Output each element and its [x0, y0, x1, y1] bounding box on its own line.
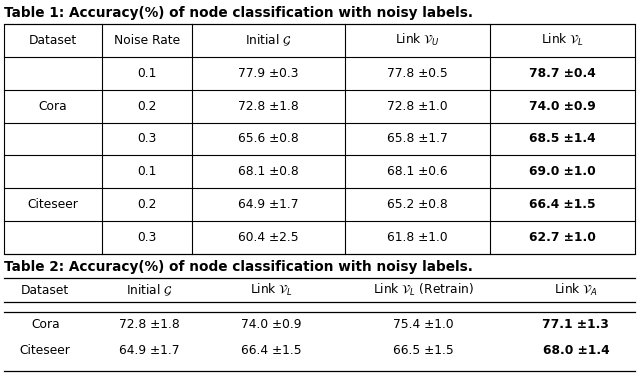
Text: 0.2: 0.2 [138, 100, 157, 113]
Text: Initial $\mathcal{G}$: Initial $\mathcal{G}$ [245, 33, 292, 48]
Text: 66.4 ±1.5: 66.4 ±1.5 [241, 345, 301, 357]
Text: 62.7 ±1.0: 62.7 ±1.0 [529, 231, 596, 244]
Text: 77.1 ±1.3: 77.1 ±1.3 [543, 318, 609, 332]
Bar [4, 24, 635, 254]
Text: 65.8 ±1.7: 65.8 ±1.7 [387, 133, 448, 146]
Text: 74.0 ±0.9: 74.0 ±0.9 [529, 100, 596, 113]
Text: 0.1: 0.1 [138, 67, 157, 80]
Text: 65.6 ±0.8: 65.6 ±0.8 [238, 133, 299, 146]
Text: 78.7 ±0.4: 78.7 ±0.4 [529, 67, 596, 80]
Text: 61.8 ±1.0: 61.8 ±1.0 [387, 231, 448, 244]
Text: Noise Rate: Noise Rate [114, 34, 180, 47]
Text: Cora: Cora [31, 318, 60, 332]
Text: Citeseer: Citeseer [20, 345, 70, 357]
Text: 65.2 ±0.8: 65.2 ±0.8 [387, 198, 448, 211]
Text: Link $\mathcal{V}_U$: Link $\mathcal{V}_U$ [395, 32, 440, 49]
Text: 77.9 ±0.3: 77.9 ±0.3 [238, 67, 299, 80]
Text: Initial $\mathcal{G}$: Initial $\mathcal{G}$ [125, 282, 173, 298]
Text: 0.2: 0.2 [138, 198, 157, 211]
Text: 64.9 ±1.7: 64.9 ±1.7 [119, 345, 179, 357]
Text: 0.3: 0.3 [138, 231, 157, 244]
Text: Table 1: Accuracy(%) of node classification with noisy labels.: Table 1: Accuracy(%) of node classificat… [4, 6, 473, 20]
Text: 74.0 ±0.9: 74.0 ±0.9 [241, 318, 301, 332]
Text: Table 2: Accuracy(%) of node classification with noisy labels.: Table 2: Accuracy(%) of node classificat… [4, 260, 473, 274]
Text: 75.4 ±1.0: 75.4 ±1.0 [393, 318, 454, 332]
Text: 72.8 ±1.0: 72.8 ±1.0 [387, 100, 448, 113]
Text: 77.8 ±0.5: 77.8 ±0.5 [387, 67, 448, 80]
Text: Cora: Cora [38, 100, 67, 113]
Text: Link $\mathcal{V}_L$: Link $\mathcal{V}_L$ [541, 32, 584, 49]
Text: 68.5 ±1.4: 68.5 ±1.4 [529, 133, 596, 146]
Text: Dataset: Dataset [21, 283, 69, 296]
Text: Link $\mathcal{V}_L$: Link $\mathcal{V}_L$ [250, 282, 292, 298]
Text: 69.0 ±1.0: 69.0 ±1.0 [529, 165, 596, 179]
Text: 68.0 ±1.4: 68.0 ±1.4 [543, 345, 609, 357]
Text: 66.4 ±1.5: 66.4 ±1.5 [529, 198, 596, 211]
Text: 72.8 ±1.8: 72.8 ±1.8 [119, 318, 180, 332]
Text: Citeseer: Citeseer [28, 198, 79, 211]
Text: 68.1 ±0.8: 68.1 ±0.8 [238, 165, 299, 179]
Text: 60.4 ±2.5: 60.4 ±2.5 [238, 231, 299, 244]
Text: 68.1 ±0.6: 68.1 ±0.6 [387, 165, 448, 179]
Text: Dataset: Dataset [29, 34, 77, 47]
Text: 0.3: 0.3 [138, 133, 157, 146]
Text: Link $\mathcal{V}_L$ (Retrain): Link $\mathcal{V}_L$ (Retrain) [373, 282, 474, 298]
Text: 66.5 ±1.5: 66.5 ±1.5 [393, 345, 454, 357]
Text: 0.1: 0.1 [138, 165, 157, 179]
Text: 72.8 ±1.8: 72.8 ±1.8 [238, 100, 299, 113]
Text: Link $\mathcal{V}_A$: Link $\mathcal{V}_A$ [554, 282, 598, 298]
Text: 64.9 ±1.7: 64.9 ±1.7 [238, 198, 299, 211]
